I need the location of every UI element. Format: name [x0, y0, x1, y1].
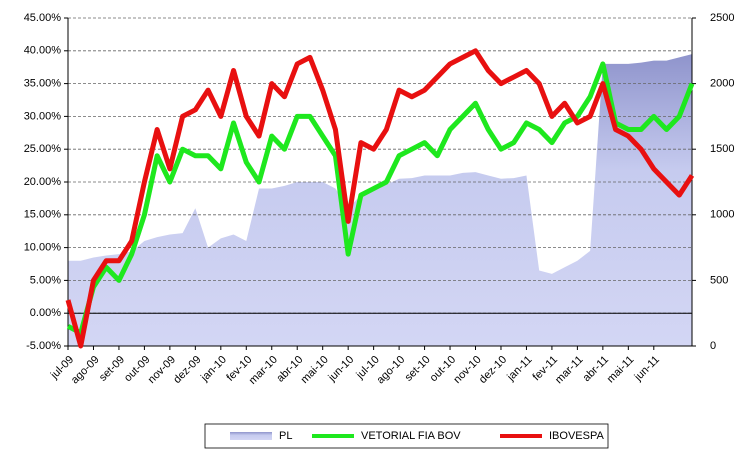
y2-tick-label: 500	[710, 274, 728, 286]
x-tick-label: set-10	[403, 354, 433, 384]
y2-tick-label: 1500	[710, 143, 734, 155]
x-tick-label: dez-10	[477, 354, 509, 386]
x-tick-label: nov-10	[451, 354, 483, 386]
pl-area	[68, 54, 692, 346]
y-tick-label: 25.00%	[24, 143, 62, 155]
x-tick-label: ago-09	[69, 354, 102, 387]
series-line	[65, 48, 695, 349]
y-tick-label: 45.00%	[24, 12, 62, 24]
y2-tick-label: 1000	[710, 209, 734, 221]
legend-label: IBOVESPA	[549, 430, 604, 442]
y-tick-label: 10.00%	[24, 242, 62, 254]
x-tick-label: jun-11	[632, 354, 662, 384]
legend-label: PL	[279, 430, 292, 442]
y-tick-label: 40.00%	[24, 45, 62, 57]
x-tick-label: nov-09	[146, 354, 178, 386]
x-tick-label: mai-11	[605, 354, 637, 386]
x-tick-label: jan-10	[198, 354, 229, 385]
y-tick-label: 30.00%	[24, 110, 62, 122]
y-tick-label: 0.00%	[30, 307, 61, 319]
y2-tick-label: 2000	[710, 78, 734, 90]
legend: PL VETORIAL FIA BOV IBOVESPA	[204, 423, 609, 449]
y-tick-label: 5.00%	[30, 274, 61, 286]
legend-swatch	[230, 432, 272, 440]
x-tick-label: mar-10	[247, 354, 280, 387]
y-tick-label: -5.00%	[26, 340, 61, 352]
x-tick-label: mar-11	[553, 354, 586, 387]
legend-label: VETORIAL FIA BOV	[361, 430, 461, 442]
y-tick-label: 15.00%	[24, 209, 62, 221]
x-tick-label: jan-11	[504, 354, 534, 384]
y2-tick-label: 0	[710, 340, 716, 352]
y-tick-label: 35.00%	[24, 78, 62, 90]
x-tick-label: ago-10	[375, 354, 408, 387]
series-line	[66, 61, 695, 336]
y2-tick-label: 2500	[710, 12, 734, 24]
x-tick-label: dez-09	[171, 354, 203, 386]
x-tick-label: jun-10	[326, 354, 357, 385]
y-tick-label: 20.00%	[24, 176, 62, 188]
x-tick-label: mai-10	[299, 354, 331, 386]
x-tick-label: set-09	[97, 354, 127, 384]
